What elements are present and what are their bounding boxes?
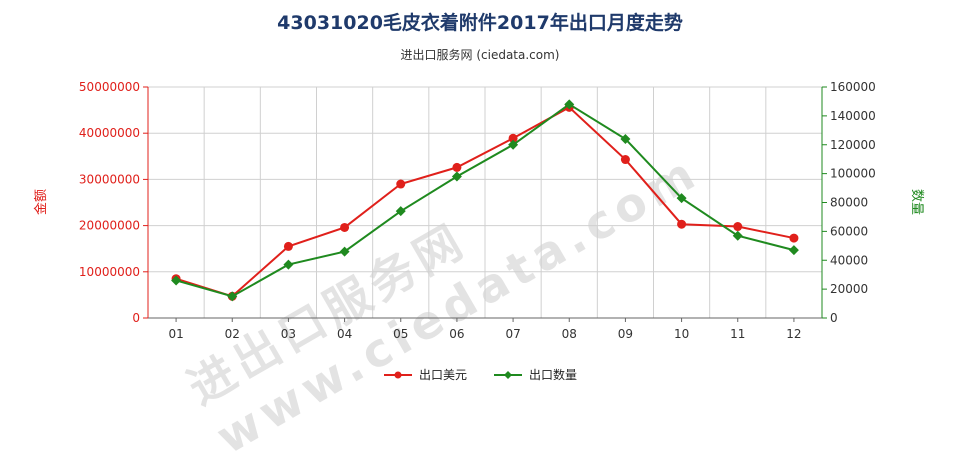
- x-tick-label: 07: [505, 327, 520, 341]
- x-tick-label: 03: [281, 327, 296, 341]
- data-point-amount: [396, 179, 406, 189]
- x-tick-label: 08: [562, 327, 577, 341]
- y-right-tick-label: 40000: [830, 253, 868, 267]
- data-point-quantity: [451, 171, 462, 182]
- data-point-quantity: [620, 133, 631, 144]
- legend-quantity-marker-icon: [494, 370, 522, 379]
- axes-layer: 0 10000000 20000000 30000000 40000000 5000000…: [33, 80, 924, 341]
- series-line-quantity: [175, 103, 795, 298]
- data-point-quantity: [564, 99, 575, 110]
- data-point-amount: [340, 222, 350, 232]
- chart-title: 43031020毛皮衣着附件2017年出口月度走势: [277, 12, 683, 34]
- data-point-quantity: [395, 206, 406, 217]
- data-point-amount: [452, 162, 462, 172]
- x-tick-label: 05: [393, 327, 408, 341]
- x-tick-label: 02: [225, 327, 240, 341]
- y-left-tick-label: 40000000: [79, 126, 140, 140]
- x-tick-label: 06: [449, 327, 464, 341]
- x-tick-label: 11: [730, 327, 745, 341]
- y-left-tick-label: 20000000: [79, 219, 140, 233]
- data-point-quantity: [227, 291, 238, 302]
- x-tick-label: 10: [674, 327, 689, 341]
- data-point-amount: [620, 155, 630, 165]
- data-point-quantity: [339, 246, 350, 257]
- data-point-amount: [677, 219, 687, 229]
- legend-amount-label: 出口美元: [418, 368, 467, 382]
- data-point-quantity: [171, 275, 182, 286]
- x-tick-label: 12: [786, 327, 801, 341]
- x-tick-label: 09: [618, 327, 633, 341]
- y-right-tick-label: 20000: [830, 282, 868, 296]
- chart-subtitle: 进出口服务网 (ciedata.com): [400, 48, 560, 62]
- data-point-amount: [508, 133, 518, 143]
- series-line-amount: [175, 106, 795, 298]
- y-right-tick-label: 60000: [830, 224, 868, 238]
- y-left-tick-label: 30000000: [79, 172, 140, 186]
- x-tick-label: 01: [168, 327, 183, 341]
- data-point-quantity: [788, 245, 799, 256]
- data-point-amount: [733, 222, 743, 232]
- legend-item-amount[interactable]: 出口美元: [383, 366, 467, 383]
- y-right-tick-label: 160000: [830, 80, 876, 94]
- data-point-quantity: [732, 230, 743, 241]
- y-right-tick-label: 100000: [830, 167, 876, 181]
- data-point-quantity: [508, 139, 519, 150]
- legend-quantity-label: 出口数量: [529, 368, 578, 382]
- y-left-tick-label: 50000000: [79, 80, 140, 94]
- legend-item-quantity[interactable]: 出口数量: [493, 366, 577, 383]
- data-point-quantity: [283, 259, 294, 270]
- y-right-tick-label: 120000: [830, 138, 876, 152]
- y-right-tick-label: 0: [830, 311, 838, 325]
- y-right-tick-label: 140000: [830, 109, 876, 123]
- legend: 出口美元 出口数量: [0, 366, 960, 383]
- y-right-tick-label: 80000: [830, 196, 868, 210]
- series-layer: [171, 99, 799, 302]
- y-left-tick-label: 10000000: [79, 265, 140, 279]
- y-right-axis-title: 数量: [909, 189, 924, 215]
- data-point-amount: [789, 233, 799, 243]
- grid-layer: [147, 86, 823, 319]
- data-point-quantity: [676, 193, 687, 204]
- x-tick-label: 04: [337, 327, 352, 341]
- data-point-amount: [283, 241, 293, 251]
- y-left-axis-title: 金额: [33, 189, 49, 215]
- line-chart: 0 10000000 20000000 30000000 40000000 5000000…: [33, 80, 924, 341]
- y-left-tick-label: 0: [132, 311, 140, 325]
- legend-amount-marker-icon: [383, 371, 412, 378]
